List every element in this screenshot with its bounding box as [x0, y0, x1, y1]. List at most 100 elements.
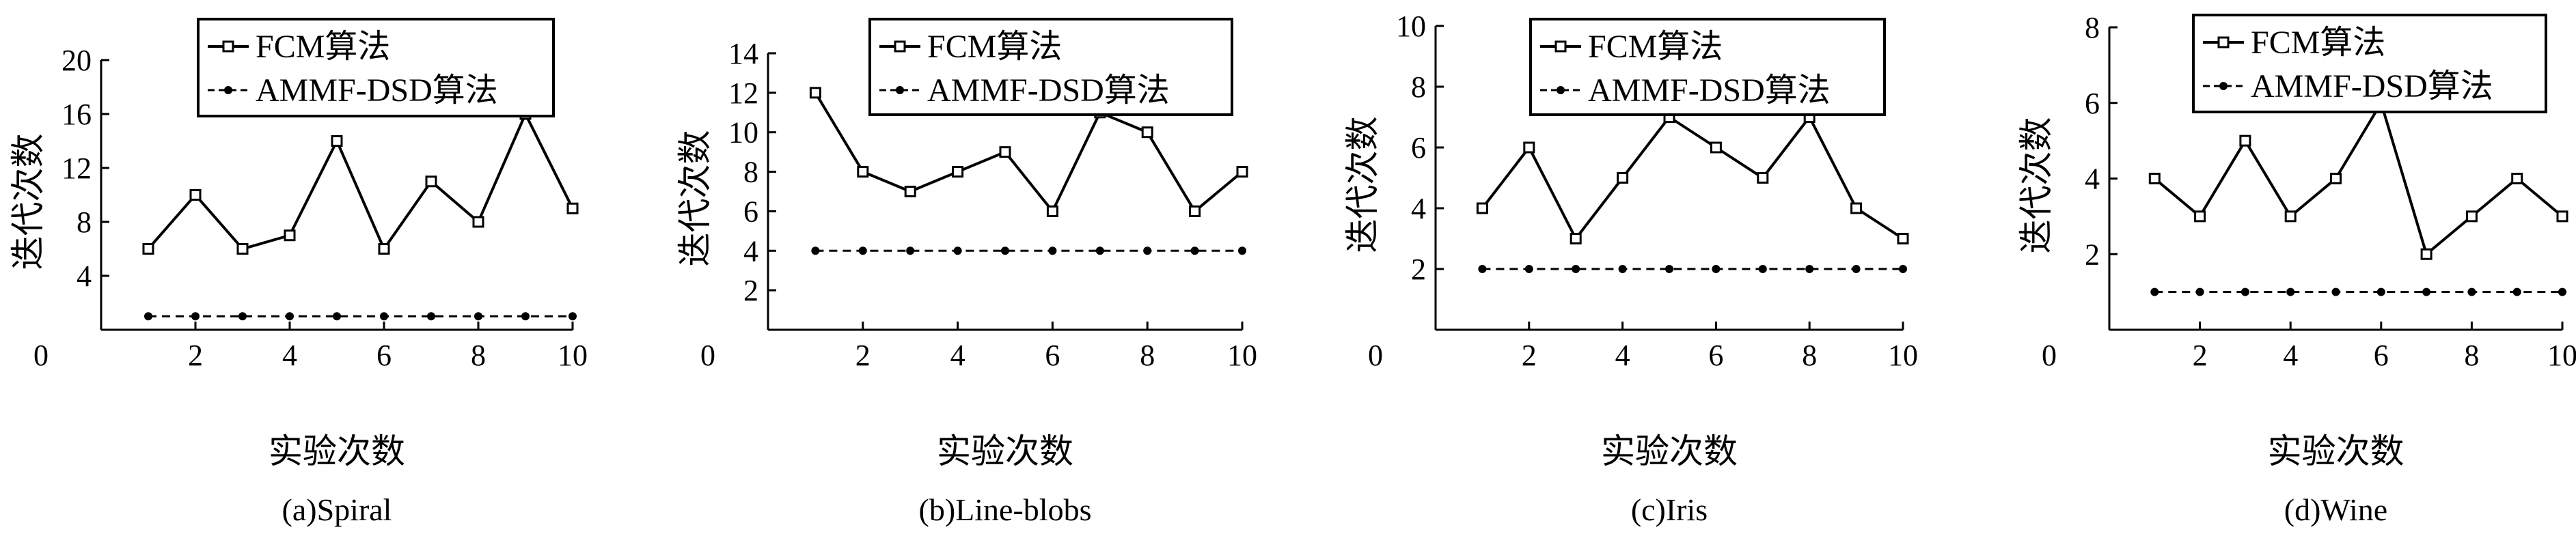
panel-caption: (a)Spiral: [282, 492, 392, 527]
ammf-point: [333, 312, 341, 321]
x-tick-label: 6: [376, 339, 392, 372]
ammf-point: [2467, 287, 2476, 296]
ammf-point: [1665, 265, 1673, 273]
fcm-point: [1710, 141, 1722, 154]
fcm-series-line: [2154, 99, 2564, 257]
fcm-point: [1523, 141, 1535, 154]
ammf-point: [2286, 287, 2295, 296]
legend-ammf-label: AMMF-DSD算法: [2251, 68, 2493, 104]
y-tick-label: 6: [2085, 87, 2100, 120]
x-tick-label: 6: [1045, 339, 1060, 372]
ammf-point: [2512, 287, 2521, 296]
x-tick-label: 0: [33, 339, 49, 372]
y-tick-label: 8: [77, 206, 92, 239]
ammf-point: [1190, 246, 1199, 255]
legend-fcm-marker: [2217, 36, 2230, 48]
chart-panel-2: 0 2 4 6 8 102468101214实验次数迭代次数(b)Line-blobsFC…: [676, 18, 1257, 527]
fcm-point: [2420, 248, 2433, 260]
ammf-point: [521, 312, 530, 321]
ammf-point: [1712, 265, 1721, 273]
x-tick-label: 10: [1888, 339, 1918, 372]
fcm-point: [142, 243, 154, 255]
legend-fcm-label: FCM算法: [927, 29, 1062, 65]
legend: FCM算法 AMMF-DSD算法: [2192, 14, 2547, 113]
y-tick-label: 6: [1411, 131, 1426, 165]
fcm-point: [425, 175, 437, 188]
x-axis-label: 实验次数: [2268, 432, 2404, 470]
y-axis-label: 迭代次数: [1343, 117, 1382, 253]
y-tick-label: 8: [743, 156, 758, 189]
legend: FCM算法 AMMF-DSD算法: [197, 18, 555, 117]
x-tick-label: 10: [558, 339, 588, 372]
legend: FCM算法 AMMF-DSD算法: [1529, 18, 1886, 116]
x-axis-label: 实验次数: [269, 432, 405, 470]
y-tick-label: 12: [728, 76, 758, 110]
legend-ammf-marker: [1557, 86, 1565, 94]
x-tick-label: 8: [1802, 339, 1817, 372]
ammf-point: [953, 246, 962, 255]
legend-fcm-marker: [894, 40, 906, 53]
fcm-point: [999, 146, 1011, 158]
x-axis-label: 实验次数: [1601, 432, 1738, 470]
ammf-point: [2241, 287, 2249, 296]
legend: FCM算法 AMMF-DSD算法: [868, 18, 1233, 116]
ammf-point: [1572, 265, 1580, 273]
x-tick-label: 8: [471, 339, 486, 372]
y-axis-label: 迭代次数: [676, 130, 714, 267]
legend-ammf-marker: [896, 86, 904, 94]
fcm-point: [566, 202, 579, 214]
fcm-point: [284, 229, 296, 242]
x-tick-label: 2: [188, 339, 203, 372]
ammf-point: [1852, 265, 1861, 273]
legend-fcm-label: FCM算法: [1588, 29, 1723, 65]
ammf-point: [1143, 246, 1152, 255]
fcm-point: [1476, 202, 1488, 214]
fcm-point: [2465, 210, 2478, 223]
fcm-point: [809, 87, 821, 99]
ammf-point: [1524, 265, 1533, 273]
y-axis-label: 迭代次数: [2017, 117, 2055, 254]
chart-panel-4: 0 2 4 6 8 10 2 4 6 8 实验次数 迭代次数 (d)Wine FCM算法 AMMF-DSD算…: [2017, 11, 2576, 527]
legend-fcm-label: FCM算法: [2251, 25, 2385, 61]
x-tick-label: 2: [855, 339, 871, 372]
fcm-point: [1617, 172, 1629, 184]
legend-box: [2192, 14, 2547, 113]
ammf-point: [2558, 287, 2566, 296]
y-tick-label: 10: [1396, 10, 1426, 43]
legend-ammf-label: AMMF-DSD算法: [256, 72, 498, 109]
fcm-point: [1189, 205, 1201, 217]
fcm-series-line: [147, 111, 574, 252]
x-tick-label: 8: [1140, 339, 1155, 372]
ammf-point: [906, 246, 915, 255]
y-tick-label: 16: [61, 98, 92, 131]
ammf-point: [238, 312, 247, 321]
fcm-point: [904, 186, 916, 197]
ammf-point: [1238, 246, 1246, 255]
ammf-point: [427, 312, 435, 321]
ammf-point: [2376, 287, 2385, 296]
legend-box: [197, 18, 555, 117]
y-tick-label: 14: [728, 37, 758, 70]
fcm-point: [472, 216, 484, 228]
y-tick-label: 8: [1411, 70, 1426, 104]
y-tick-label: 2: [743, 274, 758, 307]
y-tick-label: 8: [2085, 11, 2100, 44]
x-tick-label: 2: [2193, 339, 2208, 372]
fcm-point: [2239, 134, 2251, 147]
fcm-series-line: [1481, 114, 1904, 242]
x-tick-label: 10: [1227, 339, 1257, 372]
ammf-point: [380, 312, 388, 321]
x-axis-label: 实验次数: [937, 432, 1073, 470]
panel-caption: (b)Line-blobs: [919, 492, 1092, 527]
ammf-point: [2331, 287, 2340, 296]
x-tick-label: 6: [1708, 339, 1723, 372]
y-tick-label: 2: [2085, 238, 2100, 271]
y-axis-label: 迭代次数: [9, 134, 47, 270]
panel-caption: (c)Iris: [1631, 492, 1708, 527]
y-tick-label: 2: [1411, 253, 1426, 286]
fcm-point: [378, 243, 390, 255]
ammf-point: [1048, 246, 1057, 255]
ammf-point: [1478, 265, 1487, 273]
ammf-point: [811, 246, 820, 255]
